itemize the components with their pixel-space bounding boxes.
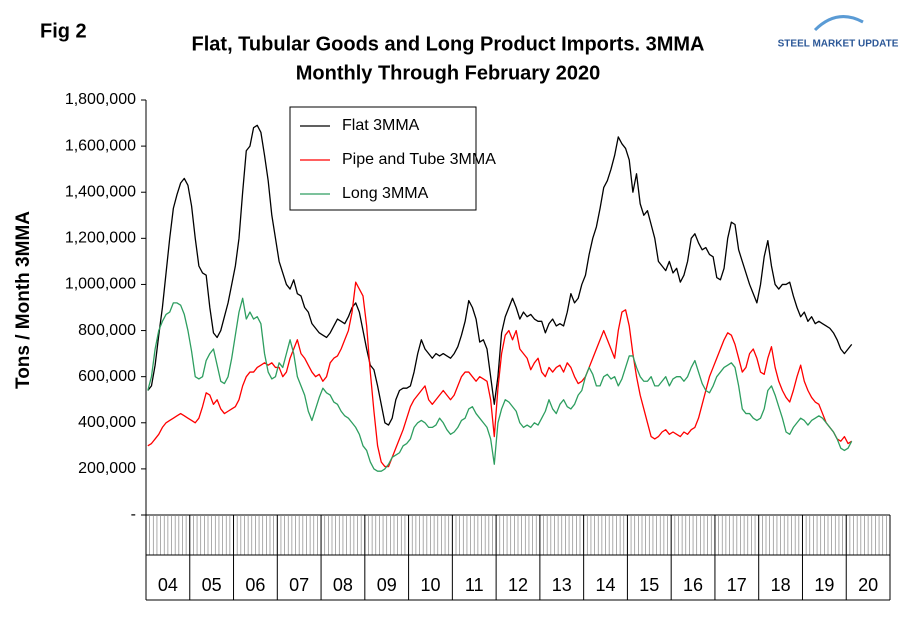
x-tick-label: 14: [596, 575, 616, 595]
legend-box: [289, 106, 477, 211]
y-tick-label: 1,400,000: [65, 183, 136, 200]
x-tick-label: 18: [771, 575, 791, 595]
logo-text: STEEL MARKET UPDATE: [778, 39, 899, 50]
y-tick-label: 200,000: [78, 460, 136, 477]
x-tick-label: 11: [465, 575, 484, 595]
x-tick-label: 16: [683, 575, 703, 595]
legend-label: Flat 3MMA: [342, 117, 420, 134]
chart-subtitle: Monthly Through February 2020: [296, 62, 600, 84]
y-tick-label: 1,200,000: [65, 230, 136, 247]
x-tick-label: 17: [727, 575, 747, 595]
logo: STEEL MARKET UPDATE: [778, 15, 899, 50]
x-tick-label: 05: [202, 575, 222, 595]
x-tick-label: 20: [858, 575, 878, 595]
x-tick-label: 10: [420, 575, 440, 595]
fig-label: Fig 2: [40, 20, 87, 42]
y-tick-label: 1,000,000: [65, 276, 136, 293]
x-tick-label: 04: [158, 575, 178, 595]
logo-swoosh: [813, 15, 864, 32]
x-tick-label: 06: [245, 575, 265, 595]
x-tick-label: 09: [377, 575, 397, 595]
x-tick-label: 19: [814, 575, 834, 595]
y-tick-label: 1,600,000: [65, 137, 136, 154]
x-tick-label: 07: [289, 575, 309, 595]
y-axis-label: Tons / Month 3MMA: [13, 211, 34, 389]
x-tick-label: 13: [552, 575, 572, 595]
x-tick-label: 12: [508, 575, 528, 595]
y-tick-label: 400,000: [78, 414, 136, 431]
y-tick-label: 800,000: [78, 322, 136, 339]
y-tick-label: -: [131, 506, 136, 523]
chart-title: Flat, Tubular Goods and Long Product Imp…: [192, 33, 705, 55]
series-line: [147, 124, 853, 426]
series-line: [147, 281, 853, 468]
series-line: [147, 297, 853, 472]
y-tick-label: 600,000: [78, 368, 136, 385]
y-tick-label: 1,800,000: [65, 91, 136, 108]
x-tick-label: 08: [333, 575, 353, 595]
legend-label: Pipe and Tube 3MMA: [342, 151, 496, 168]
x-tick-label: 15: [639, 575, 659, 595]
legend-label: Long 3MMA: [342, 185, 429, 202]
